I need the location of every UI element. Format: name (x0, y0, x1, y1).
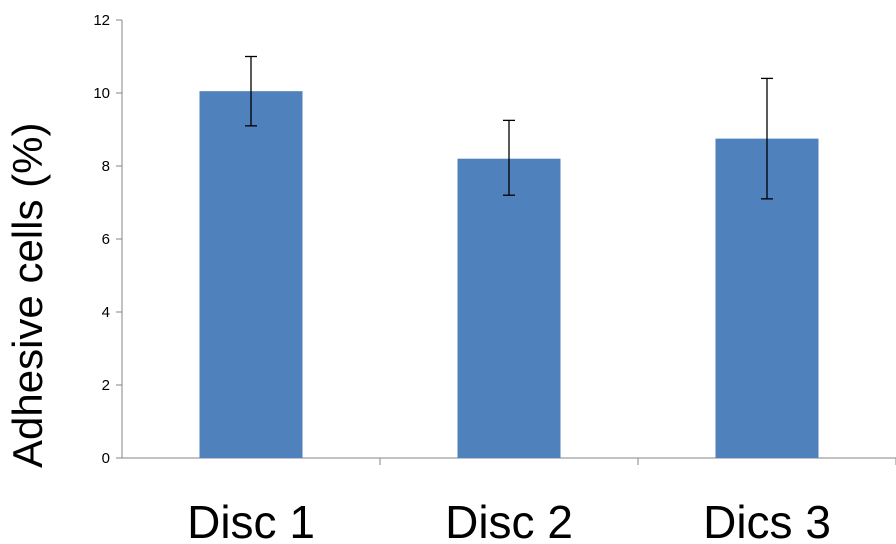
bar-2 (457, 158, 561, 458)
x-category-label: Dics 3 (703, 496, 831, 544)
y-tick-label: 4 (102, 304, 110, 321)
x-category-label: Disc 2 (445, 496, 573, 544)
y-tick-label: 6 (102, 231, 110, 248)
y-tick-label: 0 (102, 450, 110, 467)
x-category-label: Disc 1 (187, 496, 315, 544)
bar-1 (199, 91, 303, 459)
error-bars (245, 55, 773, 200)
tick-labels: 0 2 4 6 8 10 12 Disc 1 Disc 2 Dics 3 (93, 12, 831, 544)
y-tick-label: 2 (102, 377, 110, 394)
y-tick-label: 8 (102, 158, 110, 175)
y-tick-label: 10 (93, 85, 110, 102)
y-tick-label: 12 (93, 12, 110, 29)
